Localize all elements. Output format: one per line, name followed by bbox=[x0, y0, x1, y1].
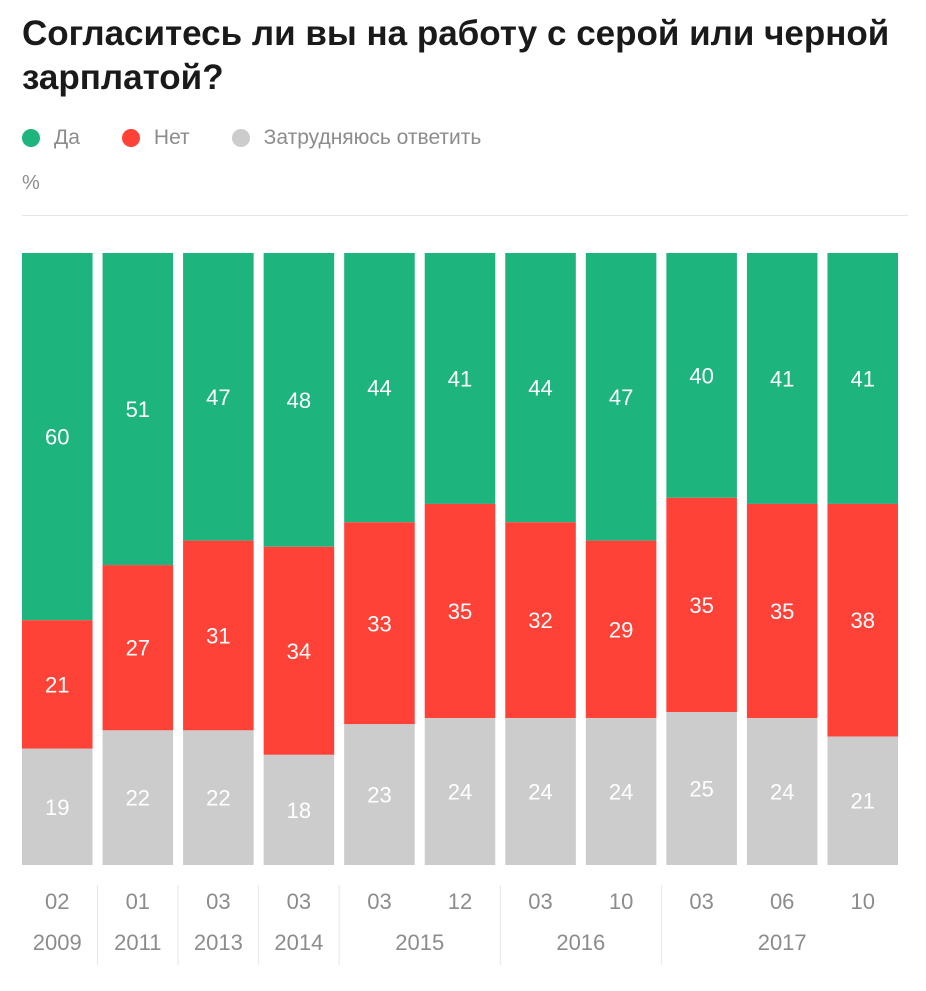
data-label-yes: 47 bbox=[206, 385, 230, 410]
data-label-no: 33 bbox=[367, 611, 391, 636]
bar-segment-yes bbox=[183, 253, 254, 541]
bar-segment-yes bbox=[424, 253, 496, 504]
data-label-undecided: 24 bbox=[609, 780, 633, 805]
x-tick-month: 03 bbox=[367, 889, 391, 914]
data-label-no: 38 bbox=[850, 608, 874, 633]
x-tick-year: 2017 bbox=[758, 930, 807, 955]
legend-swatch-yes bbox=[22, 129, 40, 147]
bar-segment-no bbox=[424, 503, 496, 719]
x-tick-month: 02 bbox=[45, 889, 69, 914]
x-tick-month: 03 bbox=[528, 889, 552, 914]
x-tick-year: 2011 bbox=[114, 930, 161, 955]
data-label-no: 35 bbox=[770, 599, 794, 624]
data-label-undecided: 23 bbox=[367, 783, 391, 808]
bar-segment-no bbox=[585, 540, 657, 719]
bar-segment-undecided bbox=[344, 724, 415, 865]
unit-label: % bbox=[22, 172, 40, 194]
data-label-yes: 47 bbox=[609, 385, 633, 410]
data-label-no: 21 bbox=[45, 672, 69, 697]
data-label-undecided: 22 bbox=[126, 786, 150, 811]
legend-label-yes: Да bbox=[54, 126, 80, 149]
bar-segment-yes bbox=[746, 253, 818, 504]
bar-segment-undecided bbox=[424, 718, 496, 865]
data-label-yes: 44 bbox=[367, 376, 391, 401]
bar-segment-undecided bbox=[505, 718, 576, 865]
bar-segment-undecided bbox=[263, 754, 335, 865]
data-label-no: 31 bbox=[206, 624, 230, 649]
bar-segment-undecided bbox=[746, 718, 818, 865]
bar-segment-undecided bbox=[183, 730, 254, 865]
bar-segment-no bbox=[746, 503, 818, 719]
data-label-yes: 41 bbox=[850, 366, 874, 391]
data-label-no: 32 bbox=[528, 608, 552, 633]
data-label-yes: 51 bbox=[126, 397, 150, 422]
bar-segment-undecided bbox=[585, 718, 657, 865]
bar-segment-yes bbox=[505, 253, 576, 523]
bar-segment-undecided bbox=[666, 712, 737, 865]
data-label-undecided: 21 bbox=[850, 789, 874, 814]
data-label-yes: 40 bbox=[689, 363, 713, 388]
data-label-yes: 48 bbox=[287, 388, 311, 413]
bar-segment-no bbox=[505, 522, 576, 719]
data-label-yes: 41 bbox=[448, 366, 472, 391]
data-label-no: 34 bbox=[287, 639, 311, 664]
bar-segment-no bbox=[827, 503, 898, 737]
x-tick-month: 03 bbox=[287, 889, 311, 914]
bar-segment-no bbox=[183, 540, 254, 731]
x-tick-year: 2016 bbox=[556, 930, 605, 955]
data-label-yes: 44 bbox=[528, 376, 552, 401]
legend-swatch-no bbox=[121, 129, 140, 147]
bar-segment-yes bbox=[263, 253, 335, 547]
bar-segment-no bbox=[263, 546, 335, 755]
bar-segment-no bbox=[344, 522, 415, 725]
bar-segment-no bbox=[666, 497, 737, 712]
legend-swatch-undecided bbox=[231, 129, 250, 147]
legend: Да Нет Затрудняюсь ответить bbox=[22, 124, 523, 152]
data-label-no: 35 bbox=[448, 599, 472, 624]
bar-segment-yes bbox=[827, 253, 898, 504]
divider bbox=[22, 215, 908, 216]
data-label-undecided: 25 bbox=[689, 777, 713, 802]
legend-label-no: Нет bbox=[153, 126, 190, 149]
data-label-no: 29 bbox=[609, 617, 633, 642]
x-tick-month: 01 bbox=[126, 889, 150, 914]
chart-title: Согласитесь ли вы на работу с серой или … bbox=[22, 14, 890, 97]
data-label-undecided: 22 bbox=[206, 786, 230, 811]
x-tick-year: 2015 bbox=[395, 930, 444, 955]
x-tick-month: 06 bbox=[770, 889, 794, 914]
data-label-no: 35 bbox=[689, 593, 713, 618]
data-label-no: 27 bbox=[126, 636, 150, 661]
data-label-yes: 41 bbox=[770, 366, 794, 391]
bar-segment-no bbox=[22, 620, 93, 749]
x-tick-year: 2013 bbox=[194, 930, 243, 955]
bar-segment-yes bbox=[102, 253, 174, 566]
x-tick-year: 2014 bbox=[274, 930, 323, 955]
bar-segment-undecided bbox=[22, 748, 93, 865]
bar-segment-undecided bbox=[102, 730, 174, 865]
x-tick-month: 10 bbox=[609, 889, 633, 914]
bar-segment-yes bbox=[344, 253, 415, 523]
data-label-undecided: 19 bbox=[45, 795, 69, 820]
data-label-undecided: 24 bbox=[528, 780, 552, 805]
legend-item-undecided: Затрудняюсь ответить bbox=[231, 126, 482, 150]
bar-segment-undecided bbox=[827, 736, 898, 865]
legend-label-undecided: Затрудняюсь ответить bbox=[263, 126, 482, 149]
legend-item-no: Нет bbox=[121, 126, 190, 150]
data-label-undecided: 24 bbox=[770, 780, 794, 805]
x-tick-month: 12 bbox=[448, 889, 472, 914]
data-label-undecided: 18 bbox=[287, 798, 311, 823]
bar-segment-yes bbox=[666, 253, 737, 498]
legend-item-yes: Да bbox=[22, 126, 80, 150]
x-tick-year: 2009 bbox=[33, 930, 82, 955]
x-tick-month: 03 bbox=[689, 889, 713, 914]
bar-segment-yes bbox=[585, 253, 657, 541]
data-label-undecided: 24 bbox=[448, 780, 472, 805]
bar-segment-yes bbox=[22, 253, 93, 621]
x-tick-month: 10 bbox=[850, 889, 874, 914]
x-tick-month: 03 bbox=[206, 889, 230, 914]
data-label-yes: 60 bbox=[45, 425, 69, 450]
bar-segment-no bbox=[102, 565, 174, 731]
